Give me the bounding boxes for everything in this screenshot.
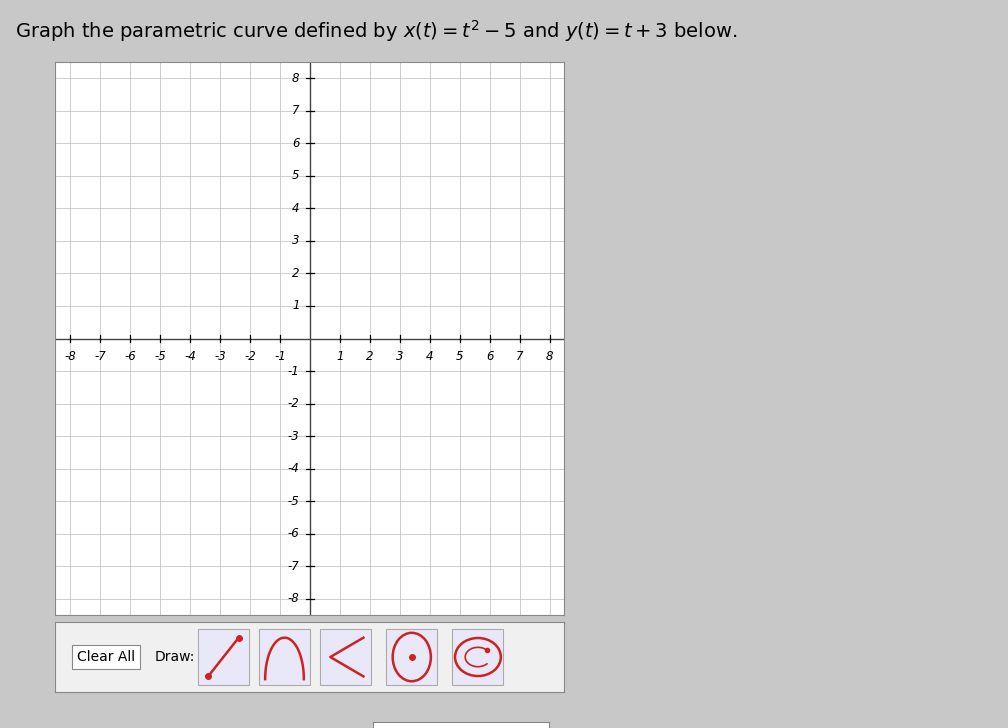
Text: 7: 7	[516, 350, 523, 363]
Text: -6: -6	[287, 527, 299, 540]
Text: 8: 8	[545, 350, 553, 363]
Text: -4: -4	[184, 350, 197, 363]
Text: 4: 4	[426, 350, 433, 363]
Text: -2: -2	[287, 397, 299, 410]
Text: -8: -8	[65, 350, 77, 363]
Text: -7: -7	[287, 560, 299, 573]
Text: -8: -8	[287, 593, 299, 606]
Text: -3: -3	[287, 430, 299, 443]
Text: 5: 5	[456, 350, 464, 363]
Text: -3: -3	[215, 350, 226, 363]
Text: -5: -5	[287, 495, 299, 507]
Text: 3: 3	[292, 234, 299, 248]
Text: -5: -5	[154, 350, 166, 363]
Text: 5: 5	[292, 170, 299, 182]
Text: -1: -1	[274, 350, 286, 363]
Text: 8: 8	[292, 71, 299, 84]
Text: 3: 3	[396, 350, 403, 363]
Text: 2: 2	[366, 350, 374, 363]
Text: 6: 6	[292, 137, 299, 150]
FancyBboxPatch shape	[453, 629, 503, 684]
Text: 2: 2	[292, 267, 299, 280]
Text: 7: 7	[292, 104, 299, 117]
FancyBboxPatch shape	[321, 629, 371, 684]
Text: 1: 1	[336, 350, 344, 363]
Text: 1: 1	[292, 299, 299, 312]
Text: Draw:: Draw:	[155, 650, 196, 664]
FancyBboxPatch shape	[259, 629, 310, 684]
Text: Clear All: Clear All	[78, 650, 135, 664]
Text: 4: 4	[292, 202, 299, 215]
Text: -4: -4	[287, 462, 299, 475]
Text: Graph the parametric curve defined by $x(t) = t^2 - 5$ and $y(t) = t + 3$ below.: Graph the parametric curve defined by $x…	[15, 18, 738, 44]
Text: 6: 6	[486, 350, 493, 363]
Text: -6: -6	[124, 350, 136, 363]
Text: -7: -7	[95, 350, 106, 363]
Text: -2: -2	[244, 350, 256, 363]
FancyBboxPatch shape	[386, 629, 437, 684]
Text: -1: -1	[287, 365, 299, 378]
FancyBboxPatch shape	[198, 629, 249, 684]
